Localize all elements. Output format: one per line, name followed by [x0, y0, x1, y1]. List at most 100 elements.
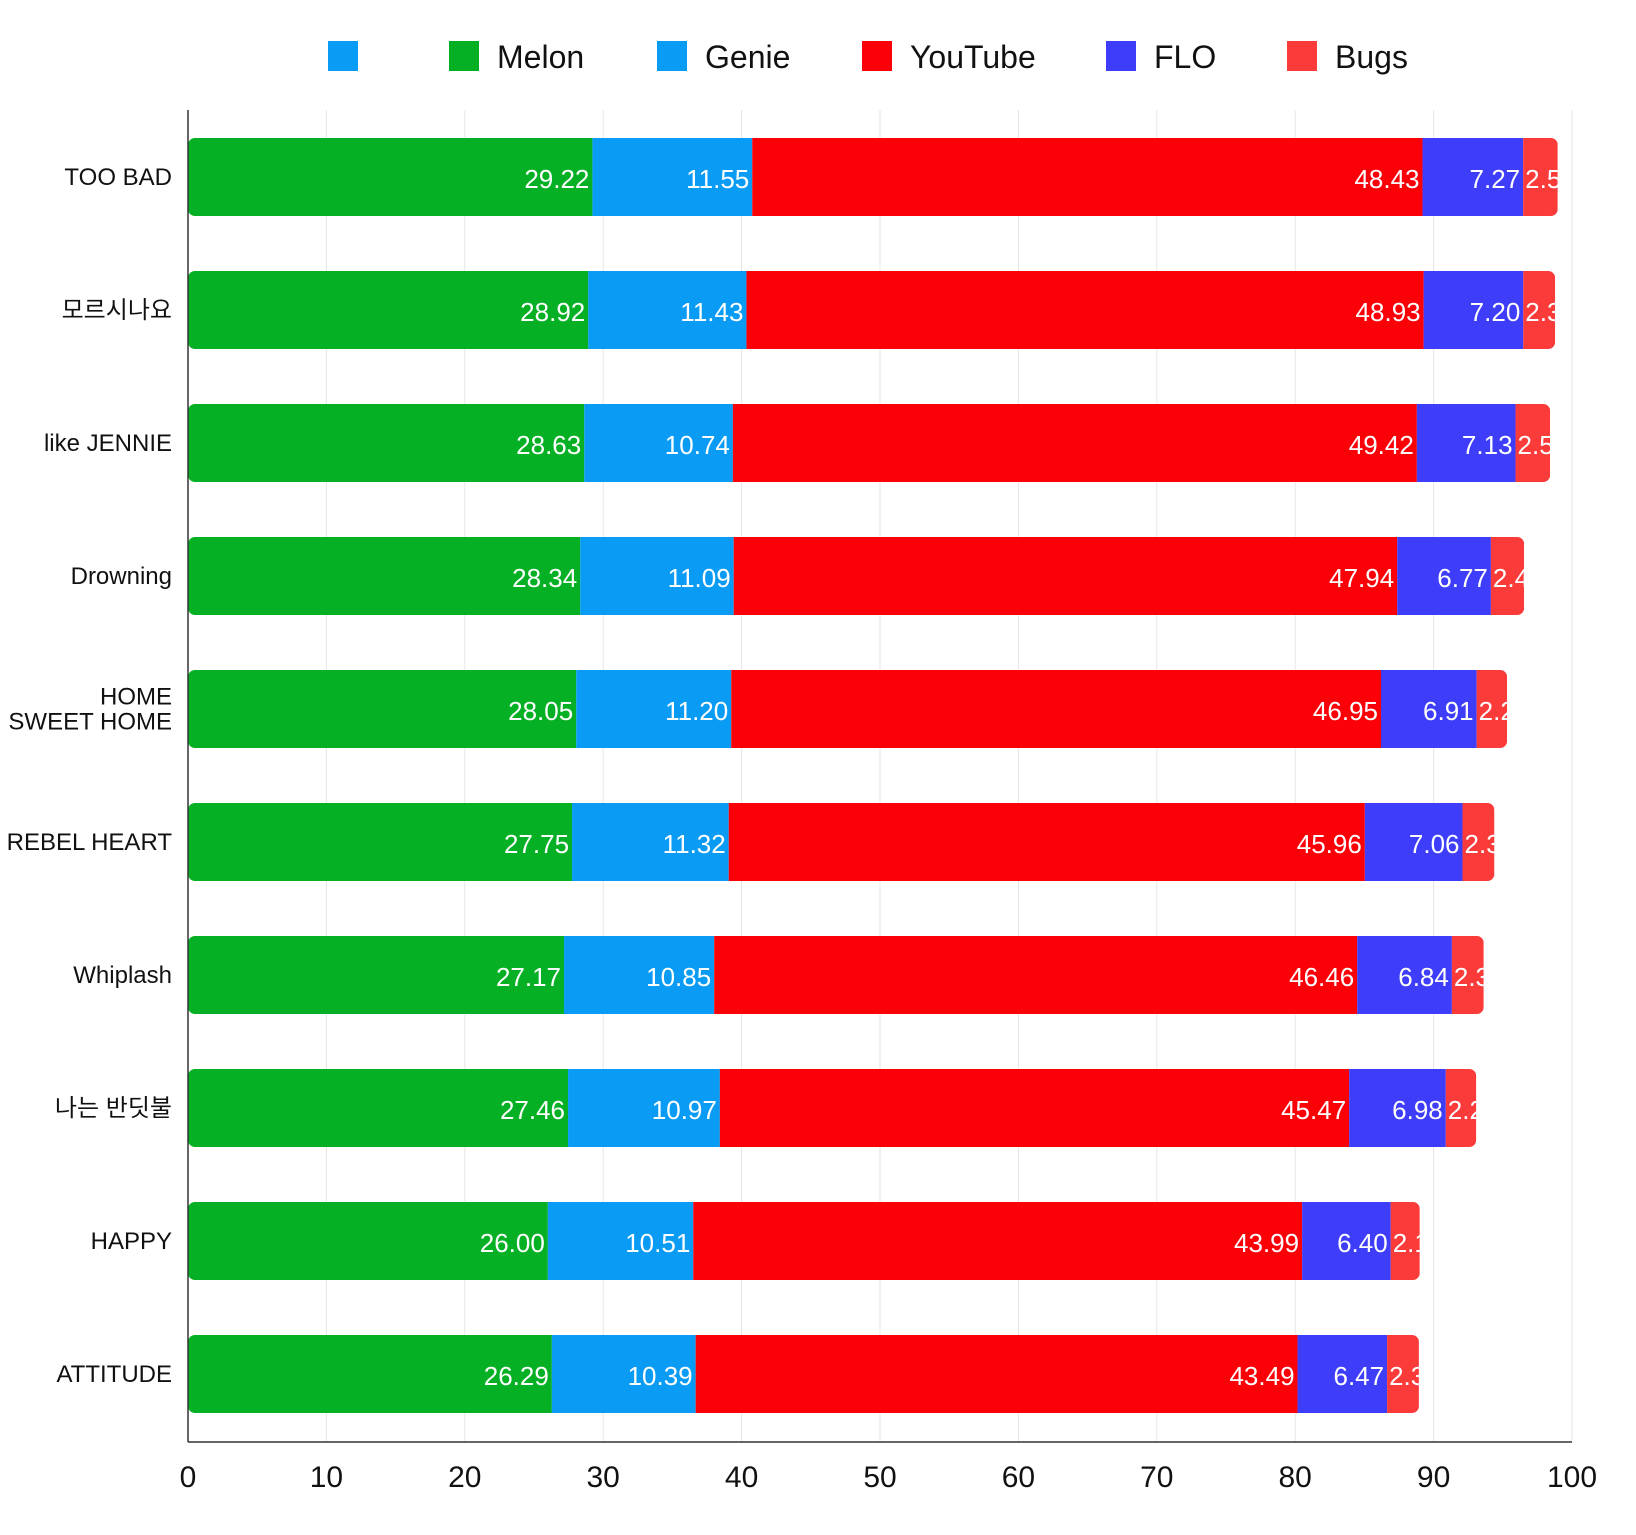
- bar-segment-genie: [564, 936, 715, 1014]
- bar-row-labels: 26.00 10.51 43.99 6.40 2.1: [480, 1228, 1429, 1258]
- bar-segment-flo: [1381, 670, 1477, 748]
- bar-segment-melon: [188, 1069, 569, 1147]
- bar-segment-genie: [547, 1202, 694, 1280]
- bar-segment-melon: [188, 936, 565, 1014]
- bar-row: [188, 404, 1551, 482]
- category-label: REBEL HEART: [7, 829, 173, 856]
- data-label: 29.22: [524, 164, 589, 194]
- data-label: 7.06: [1409, 829, 1460, 859]
- data-label: 48.93: [1356, 297, 1421, 327]
- data-label: 6.98: [1392, 1095, 1443, 1125]
- legend-swatch: [1287, 41, 1317, 71]
- bar-row: [188, 1335, 1419, 1413]
- bar-segment-genie: [576, 670, 732, 748]
- bar-row-labels: 28.34 11.09 47.94 6.77 2.4: [512, 563, 1529, 593]
- bar-segment-flo: [1302, 1202, 1391, 1280]
- bar-segment-melon: [188, 1202, 548, 1280]
- bar-segment-melon: [188, 537, 581, 615]
- bar-segment-youtube: [719, 1069, 1350, 1147]
- legend-swatch: [328, 41, 358, 71]
- data-label: 11.32: [663, 829, 726, 859]
- bar-segment-melon: [188, 271, 589, 349]
- bar-segment-bugs: [1515, 404, 1551, 482]
- data-label: 27.17: [496, 962, 561, 992]
- bar-row: [188, 1202, 1420, 1280]
- data-label: 10.85: [646, 962, 711, 992]
- data-label: 7.27: [1470, 164, 1521, 194]
- bar-segment-genie: [572, 803, 729, 881]
- x-tick-label: 100: [1547, 1461, 1597, 1494]
- data-label: 49.42: [1349, 430, 1414, 460]
- data-label: 27.75: [504, 829, 569, 859]
- x-tick-label: 10: [310, 1461, 343, 1494]
- data-label: 26.00: [480, 1228, 545, 1258]
- data-label: 2.5: [1518, 430, 1554, 460]
- bar-segment-flo: [1357, 936, 1452, 1014]
- bar-segment-youtube: [746, 271, 1424, 349]
- bar-segment-youtube: [693, 1202, 1303, 1280]
- data-label: 2.1: [1393, 1228, 1429, 1258]
- bar-row-labels: 29.22 11.55 48.43 7.27 2.5: [524, 164, 1561, 194]
- data-label: 11.43: [680, 297, 743, 327]
- category-label: TOO BAD: [64, 164, 172, 191]
- data-label: 7.13: [1462, 430, 1513, 460]
- bar-segment-youtube: [731, 670, 1382, 748]
- x-tick-label: 80: [1279, 1461, 1312, 1494]
- x-tick-label: 20: [448, 1461, 481, 1494]
- legend-label: Melon: [497, 39, 584, 75]
- data-label: 2.3: [1454, 962, 1490, 992]
- legend-label: FLO: [1154, 39, 1216, 75]
- bar-row-labels: 27.17 10.85 46.46 6.84 2.3: [496, 962, 1490, 992]
- bar-segment-youtube: [714, 936, 1358, 1014]
- bar-segment-youtube: [728, 803, 1365, 881]
- bar-segment-youtube: [733, 537, 1398, 615]
- bar-segment-flo: [1422, 138, 1524, 216]
- bar-row: [188, 1069, 1477, 1147]
- bar-segment-flo: [1416, 404, 1516, 482]
- data-label: 43.49: [1229, 1361, 1294, 1391]
- data-label: 11.20: [665, 696, 728, 726]
- bar-row: [188, 936, 1484, 1014]
- data-label: 45.96: [1297, 829, 1362, 859]
- data-label: 2.5: [1525, 164, 1561, 194]
- bar-segment-genie: [568, 1069, 720, 1147]
- category-label: Drowning: [71, 563, 172, 590]
- bar-row: [188, 670, 1508, 748]
- category-label: 모르시나요: [62, 297, 172, 324]
- data-label: 6.91: [1423, 696, 1474, 726]
- legend-swatch: [1106, 41, 1136, 71]
- data-label: 10.39: [628, 1361, 693, 1391]
- bar-segment-bugs: [1523, 138, 1558, 216]
- data-label: 28.34: [512, 563, 577, 593]
- category-label: HAPPY: [91, 1228, 172, 1255]
- x-tick-label: 0: [180, 1461, 197, 1494]
- data-label: 47.94: [1329, 563, 1394, 593]
- data-label: 7.20: [1470, 297, 1521, 327]
- data-label: 6.77: [1437, 563, 1488, 593]
- bar-segment-youtube: [695, 1335, 1298, 1413]
- data-label: 2.3: [1525, 297, 1561, 327]
- data-label: 2.3: [1465, 829, 1501, 859]
- data-label: 11.55: [686, 164, 749, 194]
- bar-row: [188, 138, 1558, 216]
- data-label: 27.46: [500, 1095, 565, 1125]
- legend-swatch: [862, 41, 892, 71]
- legend-label: Bugs: [1335, 39, 1408, 75]
- bar-segment-flo: [1297, 1335, 1388, 1413]
- x-tick-label: 60: [1002, 1461, 1035, 1494]
- x-tick-label: 40: [725, 1461, 758, 1494]
- data-label: 2.4: [1493, 563, 1529, 593]
- bar-row-labels: 28.05 11.20 46.95 6.91 2.2: [508, 696, 1507, 726]
- bar-row: [188, 537, 1525, 615]
- data-label: 28.92: [520, 297, 585, 327]
- data-label: 26.29: [484, 1361, 549, 1391]
- data-label: 2.3: [1389, 1361, 1425, 1391]
- bar-segment-flo: [1349, 1069, 1446, 1147]
- bar-segment-bugs: [1523, 271, 1556, 349]
- bar-row-labels: 27.46 10.97 45.47 6.98 2.2: [500, 1095, 1476, 1125]
- axes: 0 10 20 30 40 50 60 70 80 90 100 TOO BAD 모르시나요 like J…: [7, 110, 1597, 1494]
- category-label: ATTITUDE: [56, 1361, 172, 1388]
- data-label: 10.97: [652, 1095, 717, 1125]
